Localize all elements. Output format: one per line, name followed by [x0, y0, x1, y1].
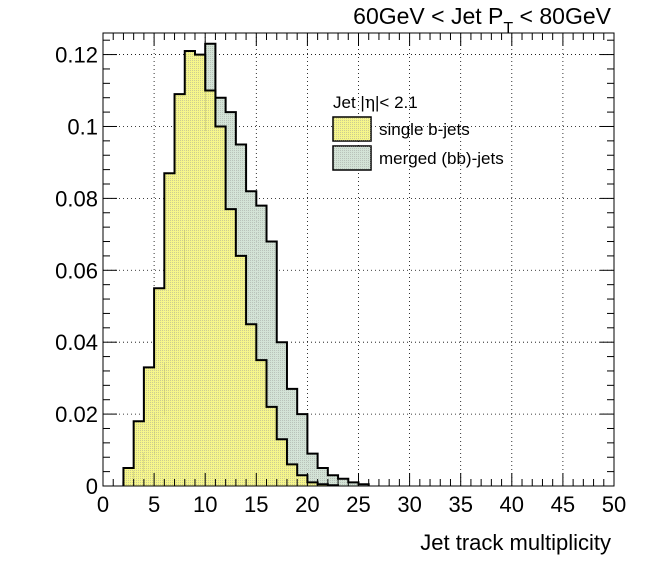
- bin-hatch-single-b-jets: [297, 475, 308, 486]
- bin-hatch-merged-bb-jets: [266, 241, 277, 486]
- histogram-bins: [122, 42, 370, 487]
- bin-hatch-single-b-jets: [256, 360, 267, 486]
- outline-single-b-jets: [122, 49, 340, 487]
- x-tick-label: 25: [346, 492, 370, 517]
- bin-hatch-merged-bb-jets: [276, 342, 287, 486]
- bin-hatch-single-b-jets: [133, 421, 144, 486]
- legend-label-single-b-jets: single b-jets: [379, 120, 470, 139]
- bin-hatch-merged-bb-jets: [297, 414, 308, 486]
- bin-hatch-single-b-jets: [266, 406, 277, 486]
- x-axis-label: Jet track multiplicity: [420, 530, 611, 555]
- bin-hatch-merged-bb-jets: [348, 482, 359, 486]
- x-tick-label: 10: [193, 492, 217, 517]
- bin-hatch-single-b-jets: [154, 288, 165, 486]
- bin-hatch-merged-bb-jets: [317, 468, 328, 486]
- y-tick-label: 0.02: [55, 402, 98, 427]
- legend-label-merged-bb-jets: merged (bb)-jets: [379, 149, 504, 168]
- bin-hatch-single-b-jets: [194, 54, 206, 486]
- bin-hatch-merged-bb-jets: [256, 205, 267, 487]
- bin-hatch-single-b-jets: [184, 50, 195, 486]
- legend-swatch-single-b-jets-hatch: [333, 117, 371, 141]
- x-tick-label: 15: [244, 492, 268, 517]
- axis-ticks: [102, 33, 615, 487]
- bin-hatch-merged-bb-jets: [338, 478, 349, 486]
- bin-hatch-single-b-jets: [123, 468, 134, 486]
- bin-hatch-single-b-jets: [225, 209, 236, 486]
- chart-title: 60GeV < Jet PT < 80GeV: [353, 3, 611, 37]
- y-tick-label: 0.12: [55, 43, 98, 68]
- bin-hatch-single-b-jets: [235, 255, 247, 486]
- bin-hatch-single-b-jets: [164, 173, 175, 486]
- bin-hatch-single-b-jets: [276, 439, 287, 486]
- bin-hatch-single-b-jets: [143, 367, 155, 486]
- y-tick-label: 0.06: [55, 258, 98, 283]
- bin-hatch-merged-bb-jets: [327, 475, 339, 486]
- x-tick-label: 5: [148, 492, 160, 517]
- x-tick-label: 20: [295, 492, 319, 517]
- y-tick-label: 0.04: [55, 330, 98, 355]
- bin-hatch-single-b-jets: [174, 94, 185, 486]
- x-tick-label: 0: [97, 492, 109, 517]
- x-tick-label: 30: [397, 492, 421, 517]
- legend-header: Jet |η|< 2.1: [333, 93, 418, 113]
- x-tick-labels: 0 5 10 15 20 25 30 35 40 45 50: [97, 492, 626, 517]
- bin-hatch-single-b-jets: [246, 324, 257, 486]
- bin-hatch-single-b-jets: [215, 126, 226, 486]
- legend: Jet |η|< 2.1 single b-jets merged (bb)-j…: [332, 93, 504, 171]
- legend-swatch-merged-bb-jets-hatch: [333, 146, 371, 170]
- y-tick-label: 0.08: [55, 186, 98, 211]
- bin-hatch-merged-bb-jets: [286, 388, 298, 486]
- bin-hatch-merged-bb-jets: [307, 453, 318, 486]
- x-tick-label: 35: [448, 492, 472, 517]
- bin-hatch-single-b-jets: [307, 482, 318, 486]
- x-tick-label: 45: [551, 492, 575, 517]
- x-tick-label: 50: [602, 492, 626, 517]
- y-tick-label: 0.1: [67, 114, 98, 139]
- bin-hatch-single-b-jets: [205, 90, 216, 487]
- x-tick-label: 40: [500, 492, 524, 517]
- bin-hatch-single-b-jets: [286, 464, 298, 486]
- y-tick-labels: 0 0.02 0.04 0.06 0.08 0.1 0.12: [55, 43, 98, 499]
- y-tick-label: 0: [86, 474, 98, 499]
